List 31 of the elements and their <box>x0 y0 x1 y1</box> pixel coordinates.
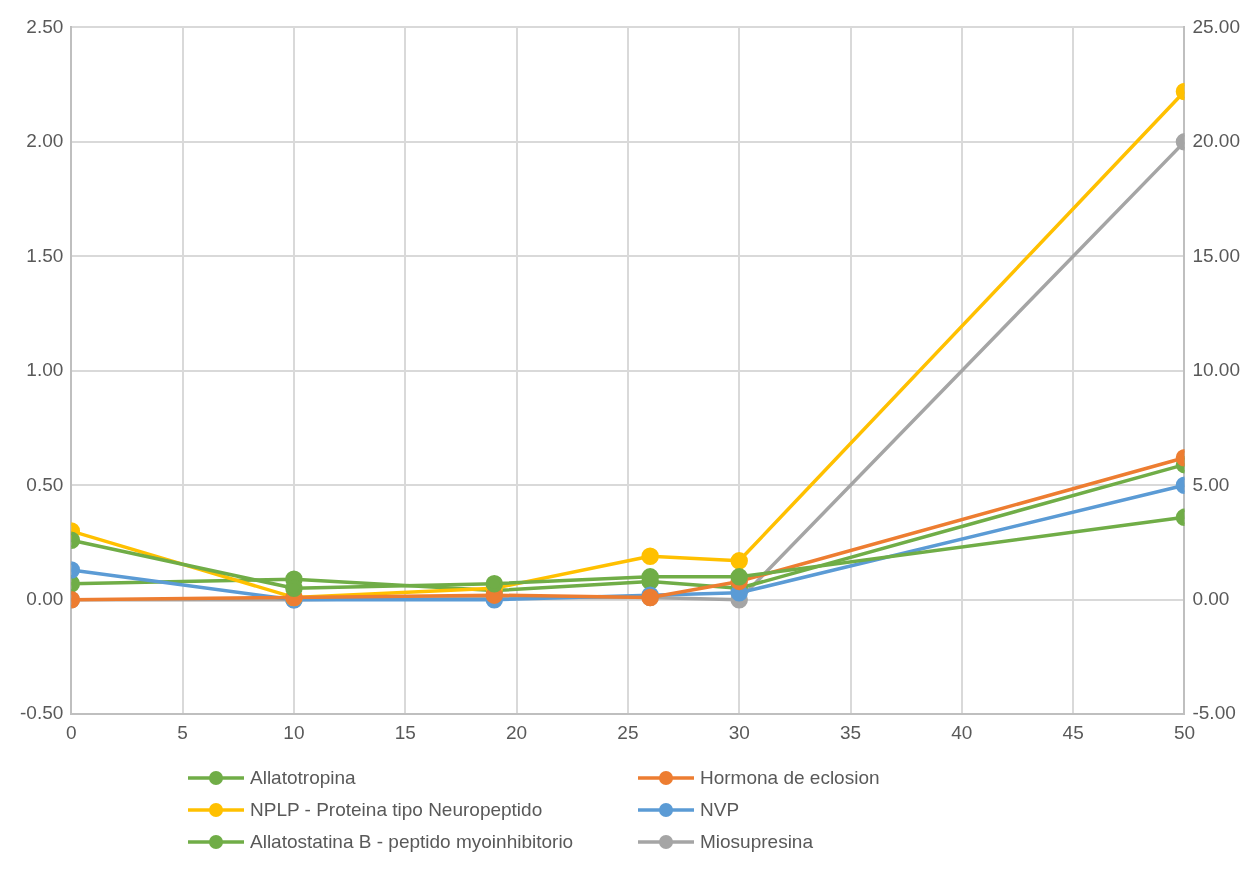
y2-tick-label: 25.00 <box>1192 15 1240 37</box>
x-tick-label: 35 <box>839 721 862 743</box>
y-tick-label: 2.00 <box>26 130 64 152</box>
y2-tick-label: 20.00 <box>1192 130 1240 152</box>
y-tick-label: 2.50 <box>26 15 64 37</box>
x-tick-label: 30 <box>728 721 750 743</box>
x-tick-label: 40 <box>951 721 973 743</box>
x-tick-label: 0 <box>66 721 77 743</box>
y2-tick-label: 5.00 <box>1192 473 1230 495</box>
legend-label: Allatotropina <box>250 767 356 789</box>
x-tick-label: 45 <box>1062 721 1084 743</box>
y2-tick-label: 15.00 <box>1192 244 1240 266</box>
legend-label: Hormona de eclosion <box>700 767 880 789</box>
y2-tick-label: 10.00 <box>1192 359 1240 381</box>
legend-label: Allatostatina B - peptido myoinhibitorio <box>250 831 574 853</box>
x-tick-label: 25 <box>617 721 639 743</box>
y-tick-label: 1.00 <box>26 359 64 381</box>
legend-label: NVP <box>700 799 740 821</box>
y-tick-label: -0.50 <box>19 702 64 724</box>
x-tick-label: 15 <box>394 721 416 743</box>
y2-tick-label: 0.00 <box>1192 587 1230 609</box>
y2-tick-label: -5.00 <box>1192 702 1236 724</box>
legend-label: NPLP - Proteina tipo Neuropeptido <box>250 799 543 821</box>
y-tick-label: 0.50 <box>26 473 64 495</box>
y-tick-label: 1.50 <box>26 244 64 266</box>
x-tick-label: 10 <box>283 721 305 743</box>
y-tick-label: 0.00 <box>26 587 64 609</box>
x-tick-label: 5 <box>177 721 188 743</box>
x-tick-label: 20 <box>506 721 528 743</box>
x-tick-label: 50 <box>1173 721 1196 743</box>
legend-label: Miosupresina <box>700 831 813 853</box>
